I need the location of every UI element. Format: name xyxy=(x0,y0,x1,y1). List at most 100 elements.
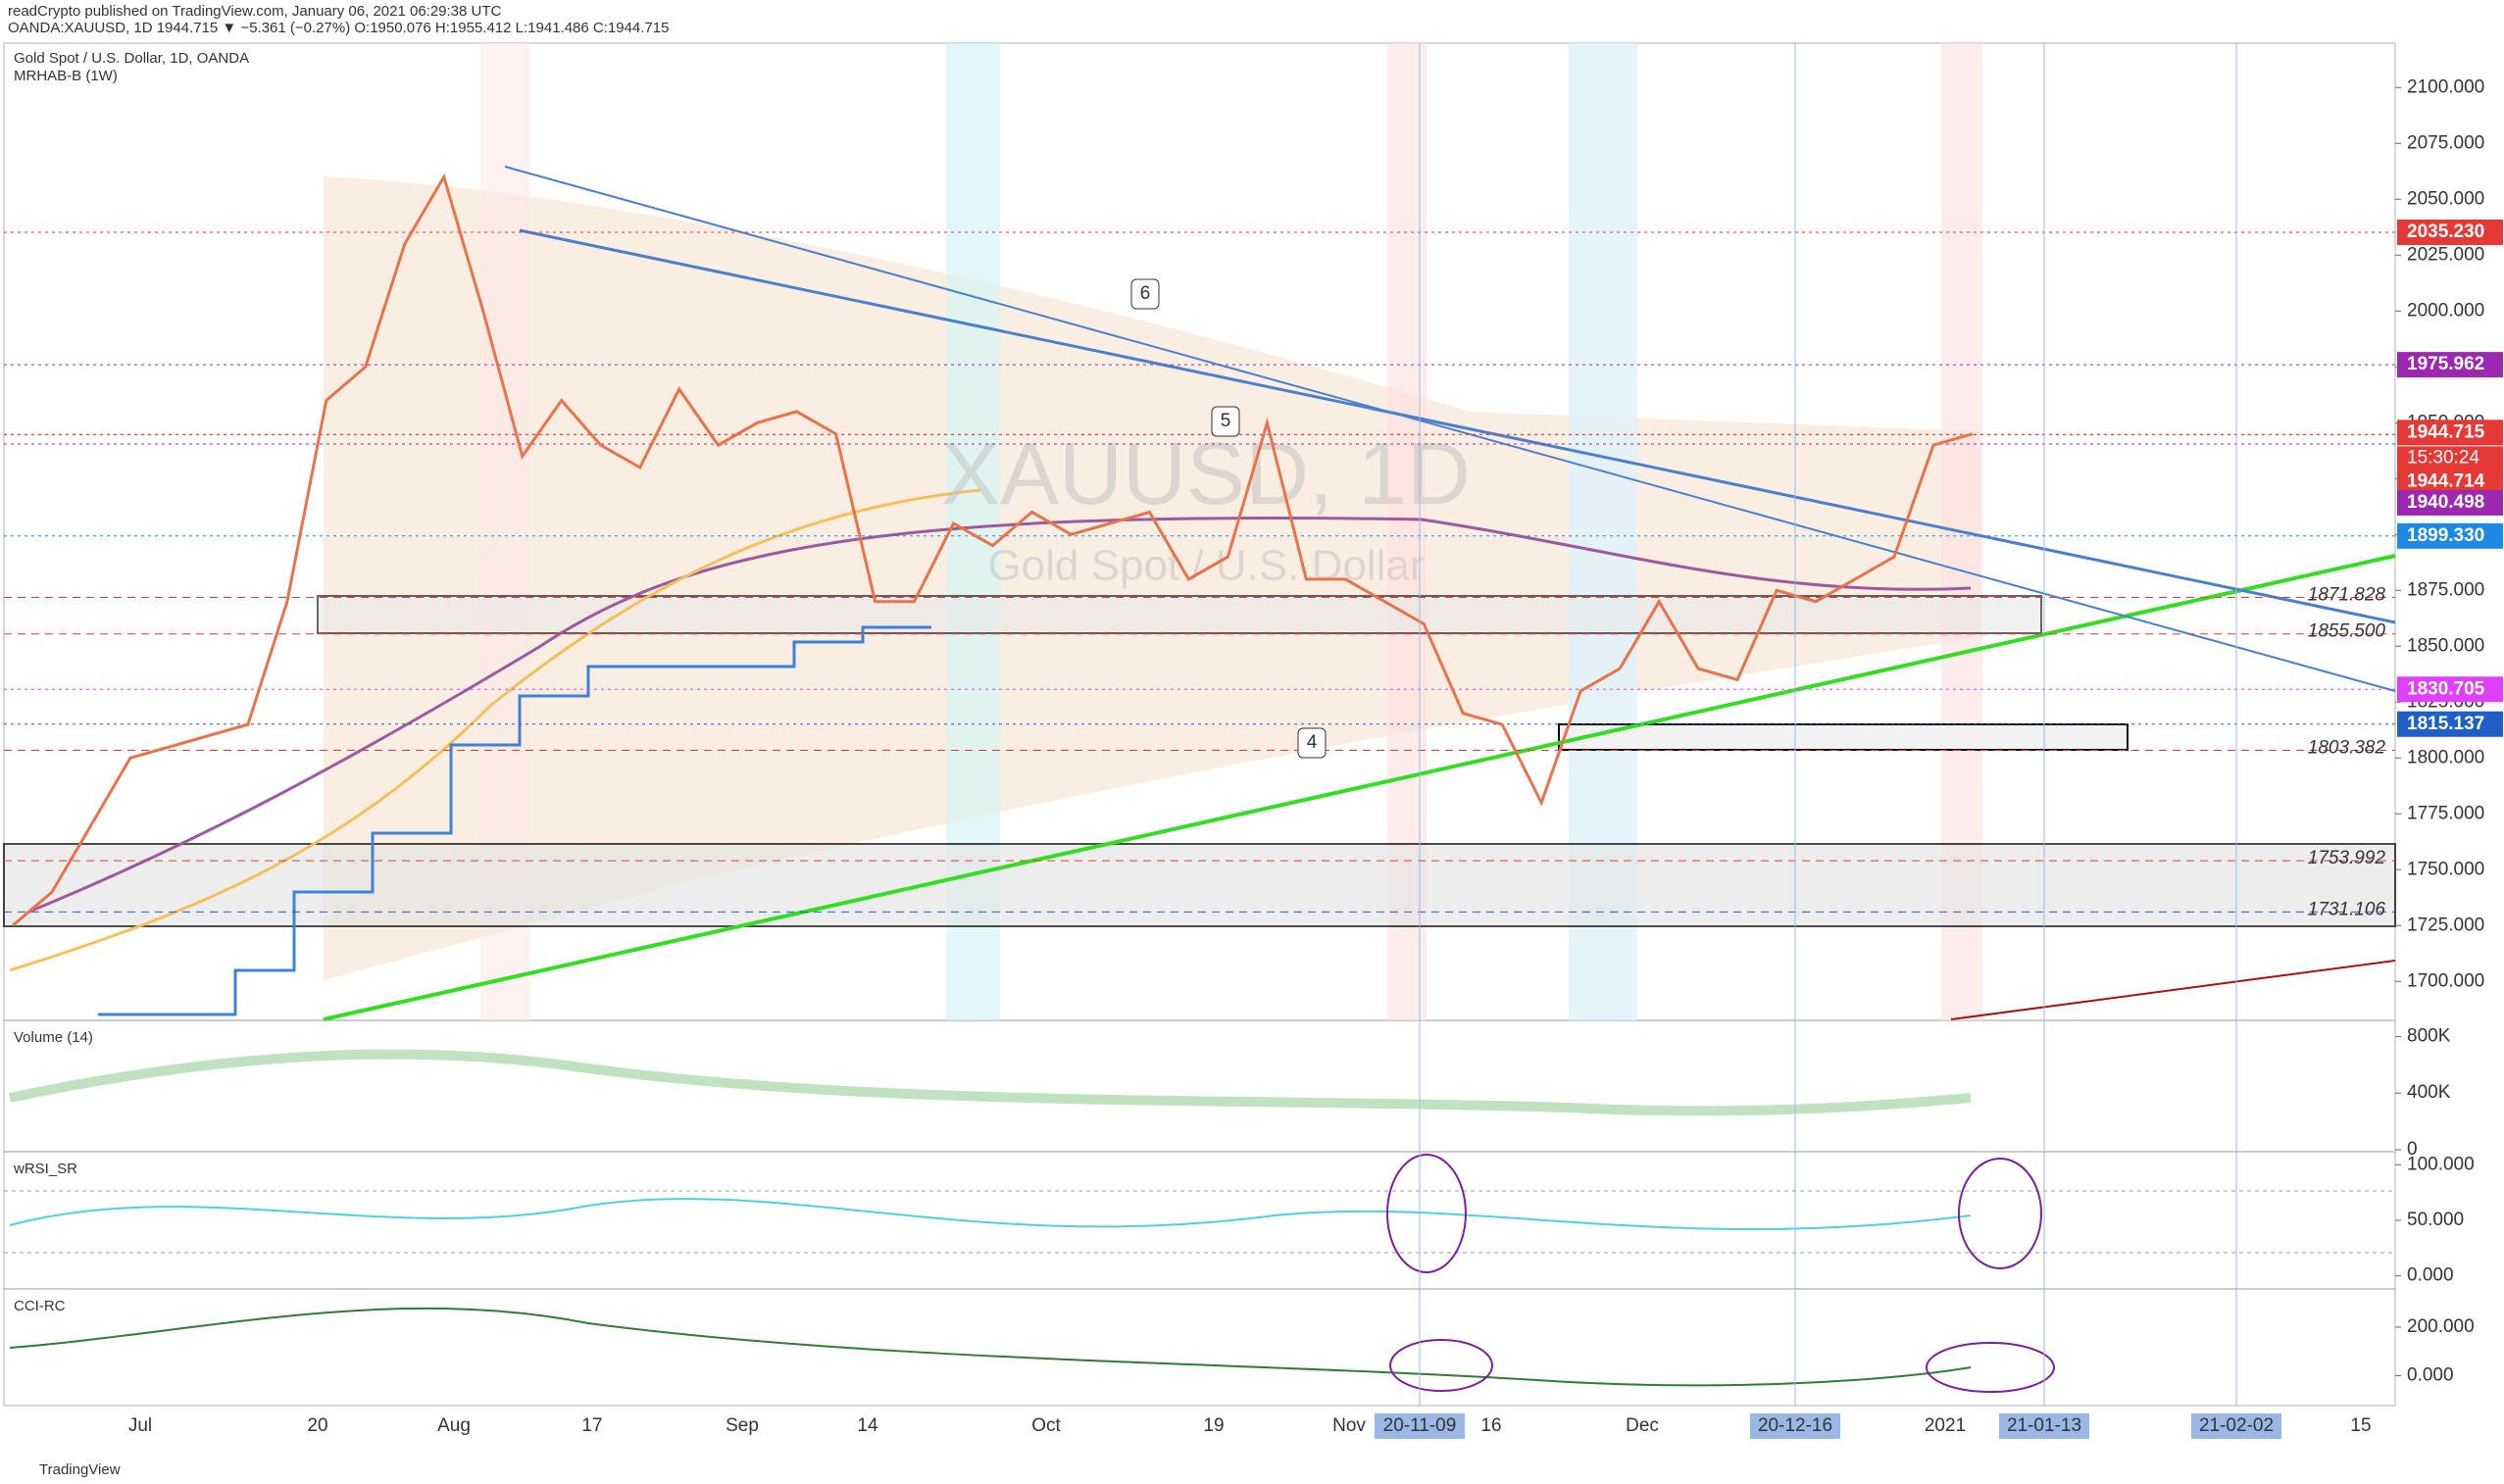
y-tick-label: 1725.000 xyxy=(2407,915,2484,935)
annotation: 4 xyxy=(1307,732,1318,753)
annotation-box xyxy=(1297,727,1327,759)
price-line-series xyxy=(12,173,1974,927)
y-tick-label: 2100.000 xyxy=(2407,76,2484,97)
pane-label: wRSI_SR xyxy=(13,1161,77,1177)
annotation: 6 xyxy=(1140,283,1151,304)
price-tag-label: 1899.330 xyxy=(2407,525,2484,546)
price-tag-label: 1830.705 xyxy=(2407,678,2485,699)
date-marker-box xyxy=(1999,1413,2089,1439)
price-tag-label: 1815.137 xyxy=(2407,714,2484,734)
price-tag-label: 1944.714 xyxy=(2407,470,2485,491)
pane-label: CCI-RC xyxy=(14,1298,66,1314)
price-tag xyxy=(2397,352,2503,378)
level-label: 1803.382 xyxy=(2308,738,2386,759)
cci-line xyxy=(9,1307,1972,1387)
date-marker: 20-11-09 xyxy=(1383,1415,1457,1436)
y-tick-label: 2075.000 xyxy=(2407,132,2484,153)
circle-mark xyxy=(1926,1342,2055,1393)
level-label: 1731.106 xyxy=(2308,899,2386,919)
trend-line xyxy=(1950,960,2396,1020)
level-label: 1753.992 xyxy=(2308,848,2386,868)
date-marker-box xyxy=(1750,1413,1840,1439)
pane-label: Volume (14) xyxy=(14,1029,93,1046)
x-tick-label: 14 xyxy=(857,1415,878,1436)
step-line xyxy=(98,625,931,1016)
trend-line xyxy=(519,228,2396,624)
circle-mark xyxy=(1389,1339,1493,1392)
level-label: 1855.500 xyxy=(2308,621,2386,642)
circle-mark xyxy=(1958,1158,2042,1269)
date-marker: 21-02-02 xyxy=(2199,1415,2274,1436)
y-tick-label: 1875.000 xyxy=(2407,579,2484,600)
legend-instrument: Gold Spot / U.S. Dollar, 1D, OANDA xyxy=(14,50,249,67)
zone-box xyxy=(317,595,2042,634)
y-tick-label: 1750.000 xyxy=(2407,859,2484,879)
price-tag xyxy=(2397,676,2503,703)
x-tick-label: Sep xyxy=(726,1415,759,1436)
trend-line xyxy=(504,166,2396,692)
price-tag xyxy=(2397,711,2503,737)
price-tag-label: 1940.498 xyxy=(2407,492,2484,513)
pane-tick-label: 0.000 xyxy=(2407,1364,2454,1385)
price-tag xyxy=(2397,219,2503,245)
x-tick-label: 17 xyxy=(581,1415,602,1436)
pane-tick-label: 400K xyxy=(2407,1082,2451,1103)
zone-box xyxy=(3,843,2396,927)
price-tag-label: 2035.230 xyxy=(2407,222,2484,242)
price-tag-label: 1944.715 xyxy=(2407,421,2485,442)
date-marker: 21-01-13 xyxy=(2007,1415,2081,1436)
price-tag-label: 1975.962 xyxy=(2407,354,2484,374)
date-marker-box xyxy=(1375,1413,1465,1439)
annotation: 5 xyxy=(1221,411,1231,431)
x-tick-label: Aug xyxy=(437,1415,471,1436)
ma-line xyxy=(9,488,981,972)
circle-mark xyxy=(1386,1154,1467,1273)
legend-indicator: MRHAB-B (1W) xyxy=(14,68,118,84)
pane-tick-label: 50.000 xyxy=(2407,1210,2464,1230)
y-tick-label: 1800.000 xyxy=(2407,747,2484,767)
ma-line xyxy=(28,517,1972,914)
date-marker-box xyxy=(2191,1413,2281,1439)
y-tick-label: 1850.000 xyxy=(2407,635,2484,656)
x-tick-label: 15 xyxy=(2350,1415,2371,1436)
publisher: readCrypto published on TradingView.com,… xyxy=(8,3,502,20)
x-tick-label: Oct xyxy=(1031,1415,1061,1436)
level-label: 1871.828 xyxy=(2308,585,2386,606)
y-tick-label: 2025.000 xyxy=(2407,244,2484,265)
footer-brand: TradingView xyxy=(39,1461,121,1478)
pane-tick-label: 100.000 xyxy=(2407,1154,2475,1174)
symbol-line: OANDA:XAUUSD, 1D 1944.715 ▼ −5.361 (−0.2… xyxy=(8,20,669,36)
cloud xyxy=(324,176,1980,980)
rsi-line xyxy=(9,1198,1972,1231)
x-tick-label: 19 xyxy=(1203,1415,1224,1436)
dynamic: 1700.0001725.0001750.0001775.0001800.000… xyxy=(4,43,2503,1439)
x-tick-label: 16 xyxy=(1480,1415,1501,1436)
zone-box xyxy=(1558,723,2128,751)
x-tick-label: Nov xyxy=(1332,1415,1366,1436)
x-tick-label: 20 xyxy=(307,1415,327,1436)
price-tag xyxy=(2397,420,2503,446)
annotation-box xyxy=(1211,406,1240,437)
x-tick-label: Jul xyxy=(128,1415,152,1436)
countdown: 15:30:24 xyxy=(2407,447,2479,468)
x-tick-label: Dec xyxy=(1626,1415,1659,1436)
annotation-box xyxy=(1130,278,1160,310)
pane-tick-label: 800K xyxy=(2407,1025,2451,1046)
trend-line xyxy=(323,554,2396,1021)
pane-tick-label: 0 xyxy=(2407,1139,2418,1160)
y-tick-label: 1700.000 xyxy=(2407,970,2484,991)
volume-cloud xyxy=(8,1049,1972,1116)
price-tag xyxy=(2397,489,2503,516)
y-tick-label: 1775.000 xyxy=(2407,803,2484,823)
countdown-tag xyxy=(2397,446,2503,470)
date-marker: 20-12-16 xyxy=(1758,1415,1832,1436)
y-tick-label: 2050.000 xyxy=(2407,188,2484,209)
pane-tick-label: 200.000 xyxy=(2407,1316,2475,1337)
watermark-symbol: XAUUSD, 1D xyxy=(941,425,1471,523)
watermark-name: Gold Spot / U.S. Dollar xyxy=(987,542,1424,590)
pane-tick-label: 0.000 xyxy=(2407,1265,2454,1286)
x-tick-label: 2021 xyxy=(1925,1415,1966,1436)
price-tag xyxy=(2397,522,2503,549)
y-tick-label: 2000.000 xyxy=(2407,300,2484,321)
